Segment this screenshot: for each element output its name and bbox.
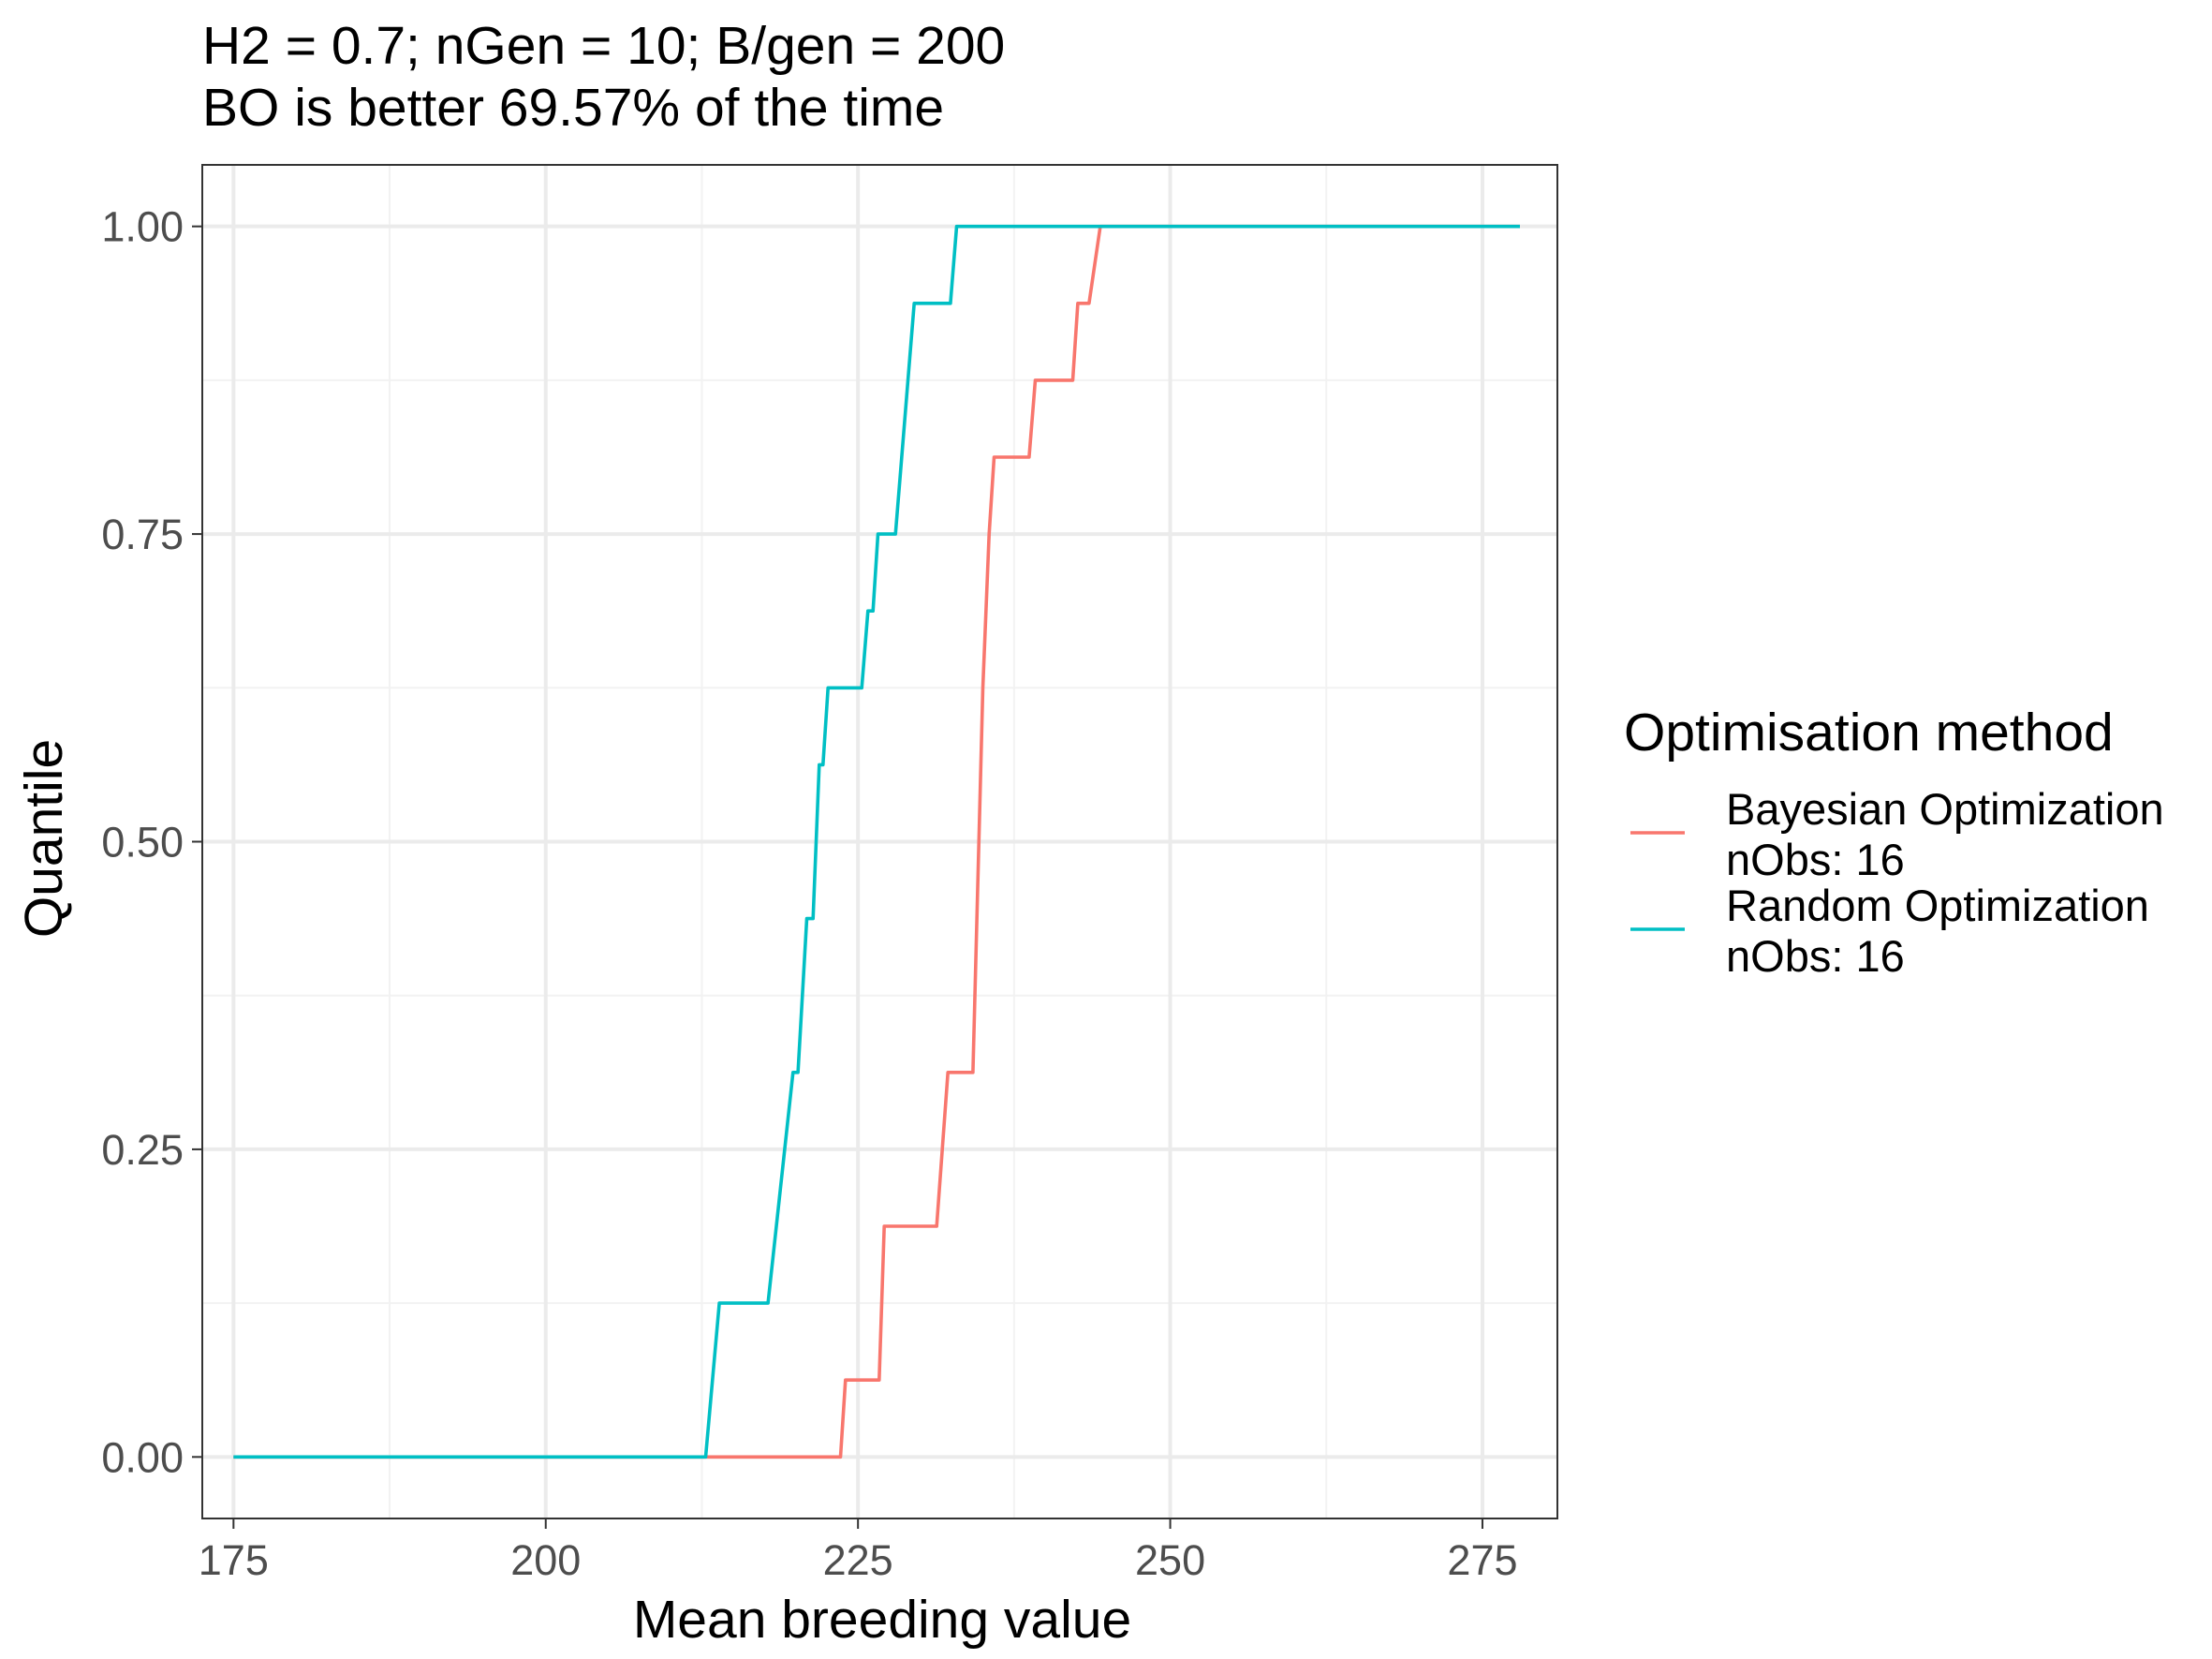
series-line-2: [233, 224, 1520, 1459]
legend-label-2: nObs: 16: [1726, 931, 1905, 981]
y-tick-label: 0.00: [101, 1433, 184, 1481]
x-tick-label: 250: [1135, 1536, 1205, 1584]
y-tick-label: 0.50: [101, 819, 184, 867]
legend-label-1: nObs: 16: [1726, 835, 1905, 884]
y-tick-label: 0.25: [101, 1126, 184, 1174]
legend-label-1: Bayesian Optimization: [1726, 784, 2164, 834]
y-axis: 0.00 0.25 0.50 0.75 1.00: [101, 203, 202, 1481]
y-tick-label: 1.00: [101, 203, 184, 251]
legend-label-2: Random Optimization: [1726, 881, 2149, 930]
y-axis-title: Quantile: [14, 739, 74, 938]
legend-title: Optimisation method: [1624, 703, 2114, 763]
x-tick-label: 200: [510, 1536, 581, 1584]
x-tick-label: 175: [199, 1536, 269, 1584]
major-gridlines: [202, 165, 1557, 1518]
legend: Optimisation method Bayesian Optimizatio…: [1624, 703, 2164, 981]
x-tick-label: 275: [1447, 1536, 1517, 1584]
y-tick-label: 0.75: [101, 511, 184, 558]
x-axis: 175 200 225 250 275: [199, 1518, 1518, 1584]
chart-title: H2 = 0.7; nGen = 10; B/gen = 200: [202, 16, 1005, 76]
x-tick-label: 225: [823, 1536, 893, 1584]
x-axis-title: Mean breeding value: [633, 1590, 1131, 1650]
chart-subtitle: BO is better 69.57% of the time: [202, 78, 944, 138]
series-layer: [233, 224, 1520, 1459]
series-line-1: [233, 224, 1520, 1459]
